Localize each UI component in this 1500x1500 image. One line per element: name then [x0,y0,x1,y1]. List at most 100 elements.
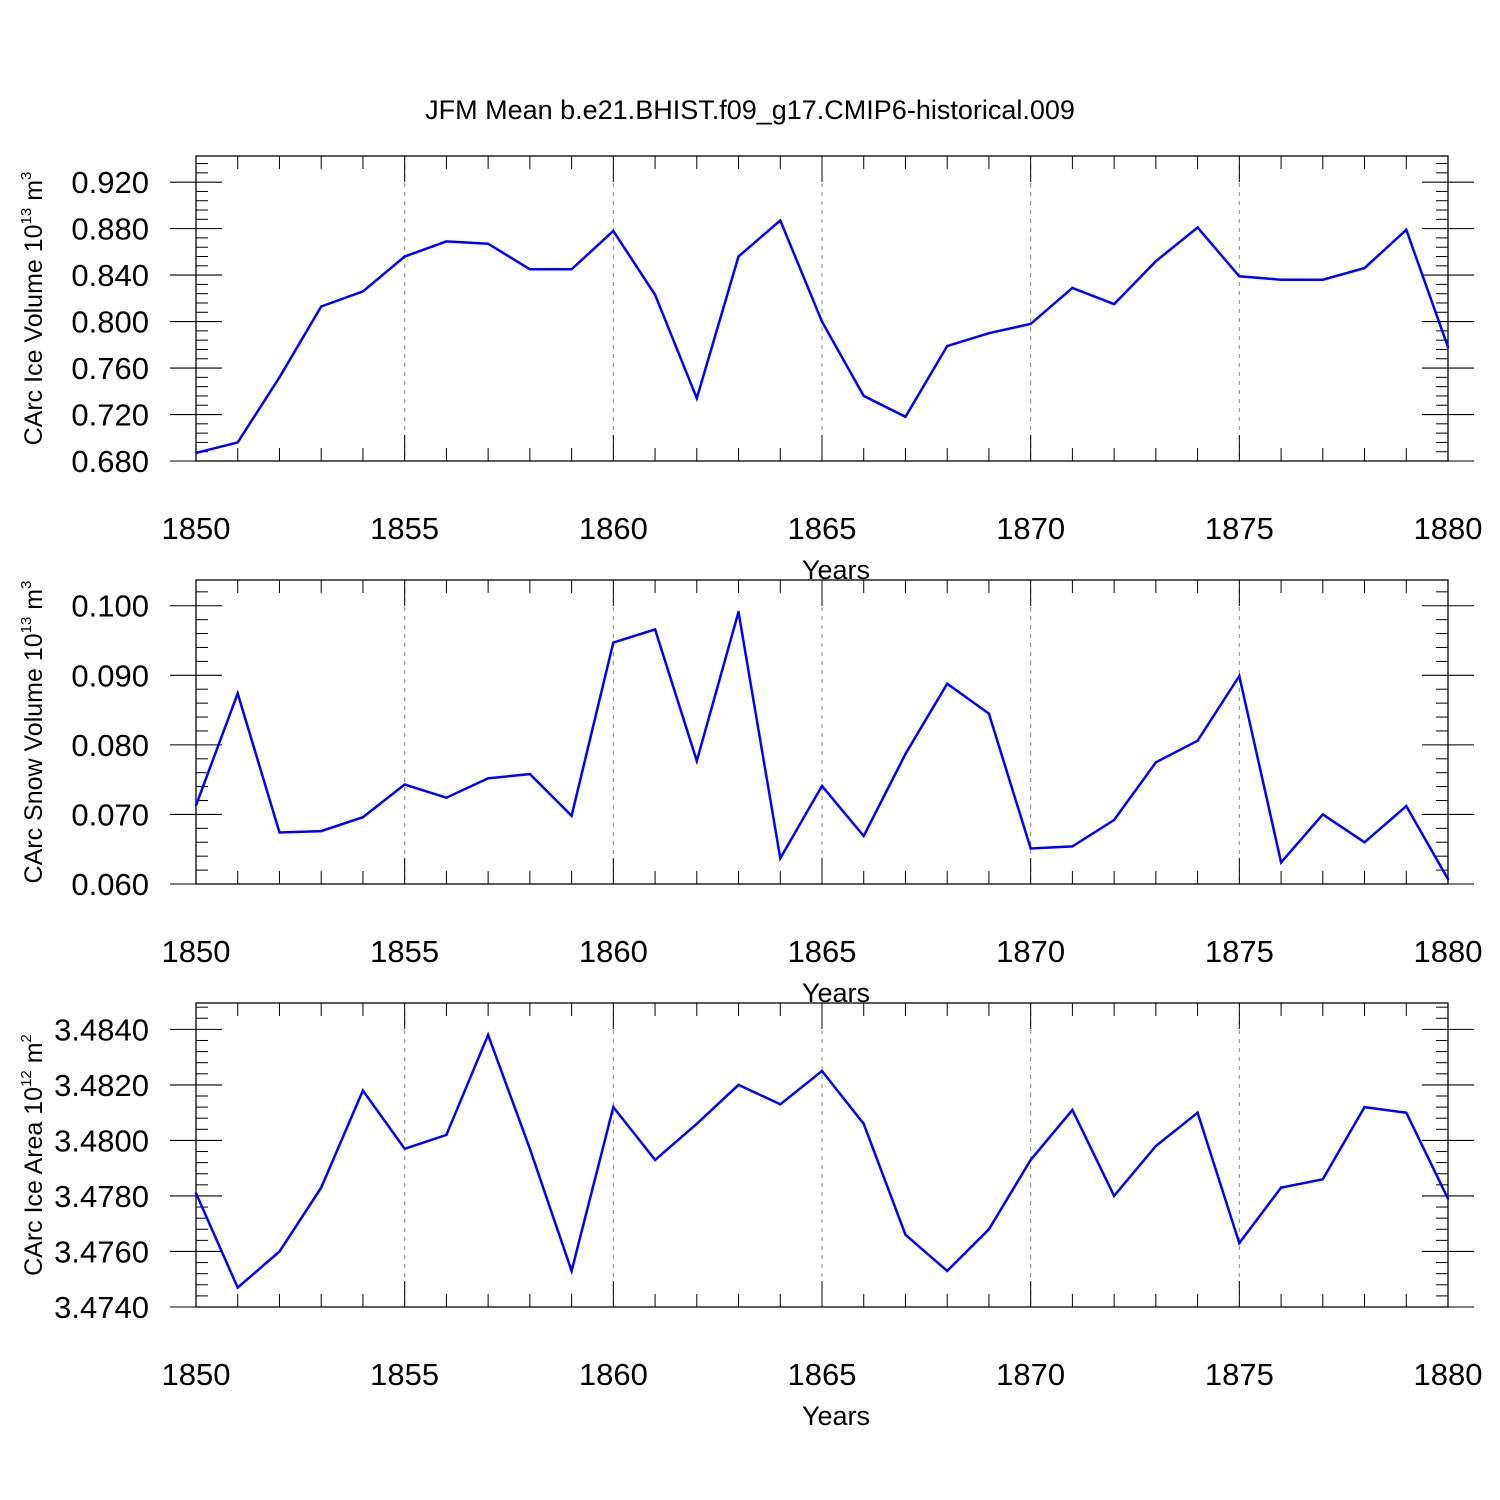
panel-1-y-axis-label: CArc Ice Volume 1013 m3 [18,172,48,446]
panel-1-data-point [862,394,865,398]
panel-1-x-tick-label: 1875 [1205,511,1274,546]
panel-3-data-point [1196,1111,1199,1114]
panel-1-data-point [695,397,698,400]
panel-1-x-tick-label: 1855 [370,511,439,546]
panel-3: 3.4740 3.4760 3.4780 3.4800 3.4820 3.4840 1850… [18,1002,1483,1431]
panel-1-y-tick-label: 0.880 [71,212,149,247]
panel-1-data-point [612,229,615,233]
panel-2-x-tick-label: 1860 [579,934,648,969]
panel-1-data-point [1071,286,1074,290]
panel-1-data-point [653,293,657,297]
panel-1-data-point [1405,228,1408,231]
panel-3-data-point [486,1033,490,1037]
panel-3-data-point [1446,1197,1450,1200]
panel-1-data-point [445,240,448,243]
panel-3-data-point [862,1122,865,1125]
panel-3-data-point [1112,1194,1116,1198]
panel-1-data-point [779,219,782,222]
panel-1-data-point [570,268,573,271]
panel-1-data-point [320,305,323,308]
panel-1-x-tick-label: 1850 [162,511,231,546]
panel-3-y-tick-label: 3.4800 [54,1123,149,1158]
panel-3-data-point [1071,1108,1074,1112]
panel-1-data-point [1321,278,1325,281]
panel-3-y-tick-label: 3.4760 [54,1234,149,1269]
panel-1-x-tick-label: 1880 [1414,511,1483,546]
panel-2-data-point [737,610,740,614]
panel-2-data-point [1279,861,1283,864]
panel-2-data-point [904,752,907,756]
panel-1-data-point [1279,278,1283,281]
panel-2-data-point [320,829,323,833]
panel-3-data-point [987,1228,991,1231]
panel-1-data-point [403,255,406,258]
panel-2-y-tick-label: 0.100 [71,589,149,624]
panel-3-data-point [653,1158,657,1162]
panel-1-data-point [1446,345,1450,349]
panel-2-y-tick-label: 0.090 [71,658,149,693]
panel-3-data-point [1154,1144,1158,1148]
panel-2-data-point [486,777,490,780]
panel-2-y-axis-label: CArc Snow Volume 1013 m3 [18,581,48,884]
panel-1-y-tick-label: 0.800 [71,305,149,340]
panel-2-data-point [570,814,573,818]
panel-1-data-point [194,451,198,455]
panel-1: 0.680 0.720 0.760 0.800 0.840 0.880 0.920 1850 1… [18,155,1483,585]
panel-3-data-point [320,1186,323,1189]
panel-3-data-point [194,1191,198,1195]
panel-1-y-tick-label: 0.920 [71,165,149,200]
panel-2-data-point [278,831,281,834]
panel-3-data-point [1405,1111,1408,1114]
panel-2-x-tick-label: 1880 [1414,934,1483,969]
panel-1-data-point [987,331,991,335]
panel-2-y-tick-label: 0.060 [71,867,149,902]
panel-2-data-point [1112,818,1116,822]
panel-1-data-point [1029,322,1032,326]
panel-2-y-tick-label: 0.080 [71,728,149,763]
panel-1-x-tick-label: 1860 [579,511,648,546]
panel-2-data-point [987,712,991,715]
panel-2-x-tick-label: 1855 [370,934,439,969]
panel-3-data-point [1279,1186,1283,1189]
panel-2-x-tick-label: 1875 [1205,934,1274,969]
panel-2-data-point [612,641,615,644]
panel-3-data-point [737,1083,740,1087]
panel-3-data-point [695,1122,698,1125]
panel-2-data-point [236,692,239,695]
panel-3-y-tick-label: 3.4780 [54,1179,149,1214]
panel-1-x-tick-label: 1870 [996,511,1065,546]
panel-3-data-point [403,1147,406,1150]
panel-1-data-point [1196,226,1199,229]
chart-title: JFM Mean b.e21.BHIST.f09_g17.CMIP6-histo… [425,95,1075,125]
panel-1-data-point [820,320,824,323]
panel-3-x-tick-label: 1850 [162,1357,231,1392]
panel-3-x-tick-label: 1875 [1205,1357,1274,1392]
panel-2-data-point [862,834,865,838]
panel-1-data-point [1154,259,1158,263]
panel-3-data-point [1363,1105,1366,1109]
panel-2-data-point [528,772,532,776]
panel-2-data-point [1446,877,1450,881]
panel-2-data-point [1154,761,1158,764]
panel-2-data-point [403,783,406,786]
panel-2: 0.060 0.070 0.080 0.090 0.100 1850 1855 1860 186… [18,579,1483,1008]
panel-3-x-axis-label: Years [802,1401,870,1431]
panel-1-data-point [737,255,740,258]
panel-2-data-point [695,759,698,763]
panel-1-x-tick-label: 1865 [788,511,857,546]
panel-3-data-point [528,1147,532,1150]
panel-2-data-point [946,682,949,685]
panel-2-data-point [1071,845,1074,848]
panel-3-x-tick-label: 1855 [370,1357,439,1392]
panels: 0.680 0.720 0.760 0.800 0.840 0.880 0.920 1850 1… [18,155,1483,1431]
panel-3-data-point [779,1103,782,1106]
panel-3-x-tick-label: 1870 [996,1357,1065,1392]
panel-2-y-tick-label: 0.070 [71,797,149,832]
panel-1-data-point [528,268,532,271]
panel-3-x-tick-label: 1880 [1414,1357,1483,1392]
panel-3-data-point [1029,1158,1032,1162]
panel-3-data-point [612,1105,615,1109]
panel-1-y-tick-label: 0.720 [71,398,149,433]
panel-3-x-tick-label: 1865 [788,1357,857,1392]
